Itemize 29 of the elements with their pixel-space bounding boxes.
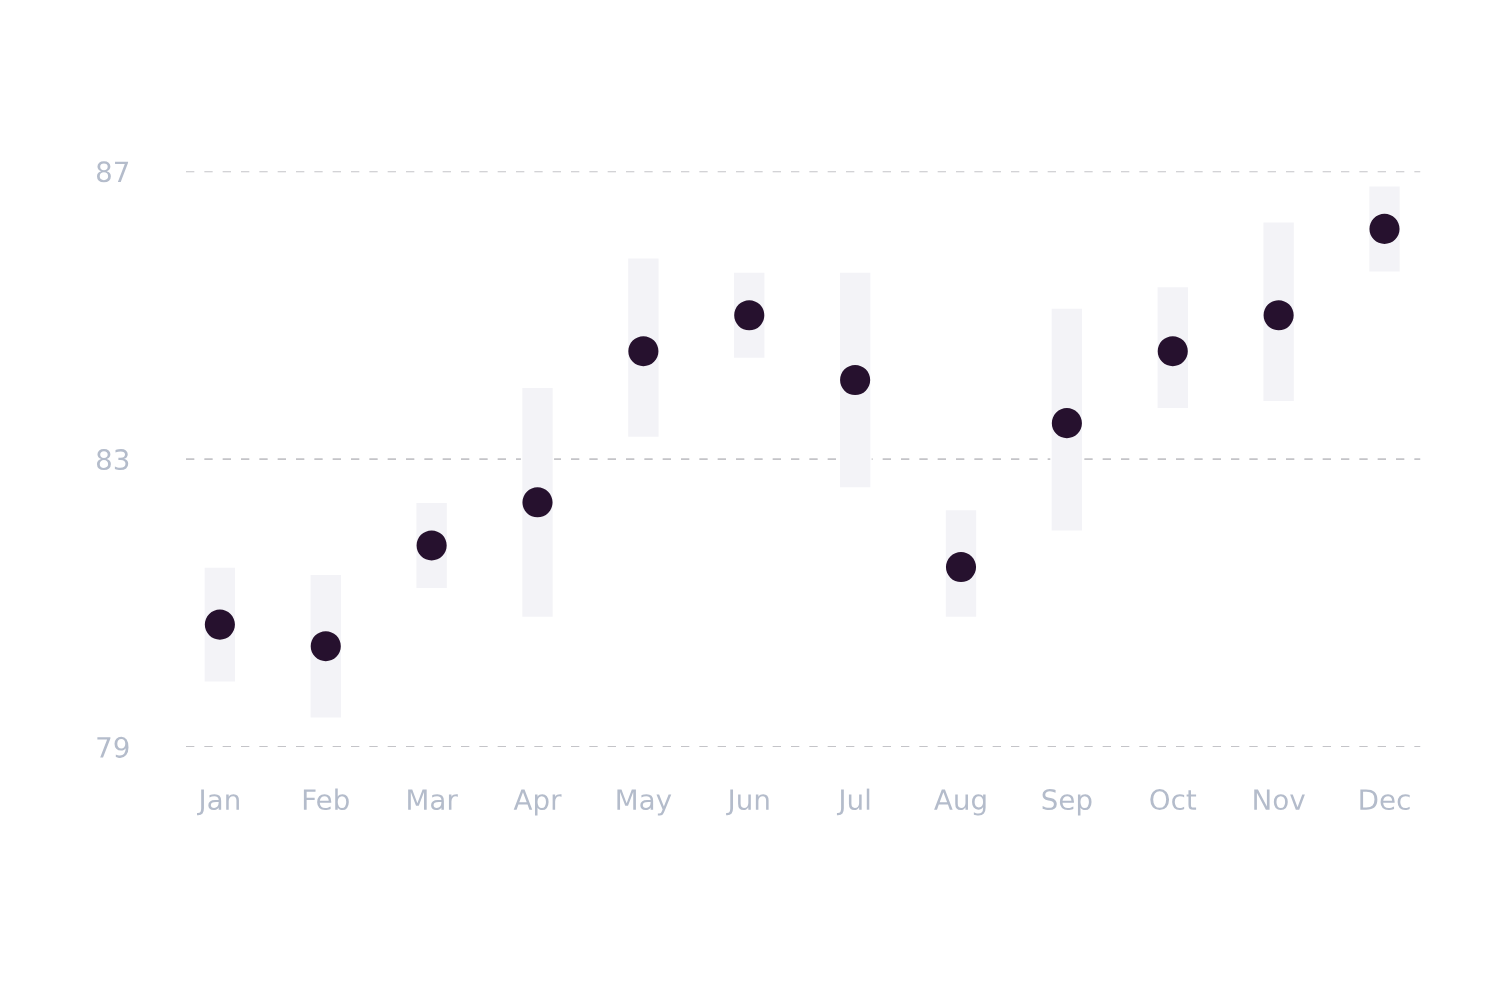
y-tick-label: 87	[96, 161, 129, 183]
point	[945, 552, 977, 583]
x-tick-label: Feb	[303, 788, 349, 811]
point	[310, 631, 341, 662]
x-tick-label: Sep	[1042, 789, 1092, 816]
x-tick-label: May	[617, 789, 672, 816]
point	[628, 336, 659, 367]
point	[1157, 336, 1188, 367]
x-tick-label: Oct	[1150, 789, 1197, 811]
point	[1263, 300, 1294, 331]
point	[204, 609, 235, 640]
point	[734, 300, 765, 331]
x-tick-label: Mar	[408, 789, 458, 811]
bar	[520, 386, 555, 619]
y-tick-label: 83	[96, 449, 129, 471]
x-tick-label: Jun	[726, 789, 769, 816]
x-tick-label: Nov	[1254, 789, 1305, 811]
point	[522, 487, 553, 518]
x-tick-label: Apr	[513, 789, 562, 816]
x-tick-label: Jan	[197, 789, 239, 816]
bar	[1050, 307, 1084, 532]
point	[1051, 408, 1082, 439]
point	[840, 364, 871, 396]
point	[416, 530, 447, 561]
x-tick-label: Aug	[934, 789, 986, 816]
x-tick-label: Jul	[836, 788, 870, 816]
point	[1369, 213, 1400, 244]
y-tick-label: 79	[97, 736, 129, 758]
x-tick-label: Dec	[1360, 789, 1410, 811]
